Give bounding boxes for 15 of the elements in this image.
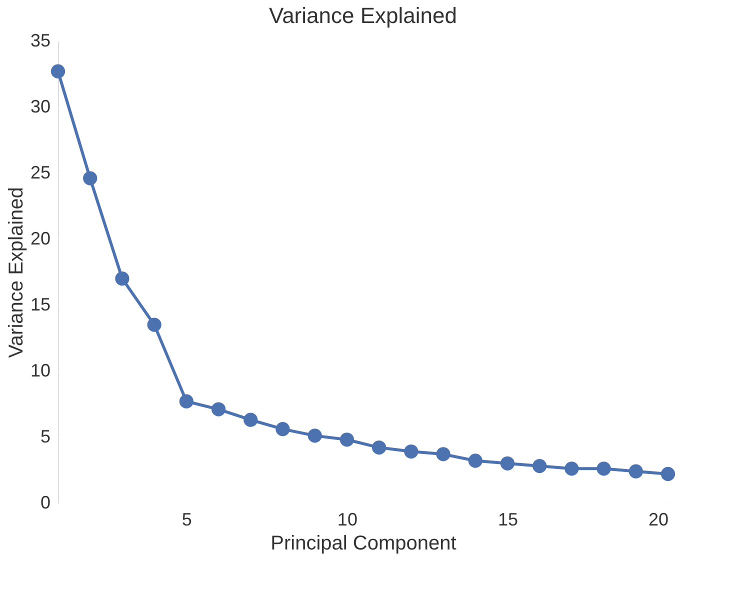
y-tick-label: 15 bbox=[30, 294, 50, 314]
x-axis-title: Principal Component bbox=[270, 532, 457, 554]
y-tick-label: 0 bbox=[40, 492, 50, 512]
x-tick-label: 10 bbox=[337, 510, 358, 530]
chart-title: Variance Explained bbox=[269, 3, 457, 28]
x-tick-label: 5 bbox=[182, 510, 192, 530]
y-tick-label: 25 bbox=[30, 162, 50, 182]
y-axis-title: Variance Explained bbox=[5, 187, 28, 358]
x-tick-label: 20 bbox=[648, 510, 668, 530]
y-tick-label: 5 bbox=[40, 426, 50, 446]
x-tick-label: 15 bbox=[498, 510, 518, 530]
y-tick-label: 30 bbox=[30, 96, 50, 116]
y-tick-label: 10 bbox=[30, 360, 50, 380]
y-tick-label: 20 bbox=[30, 228, 50, 248]
y-tick-label: 35 bbox=[30, 30, 50, 50]
